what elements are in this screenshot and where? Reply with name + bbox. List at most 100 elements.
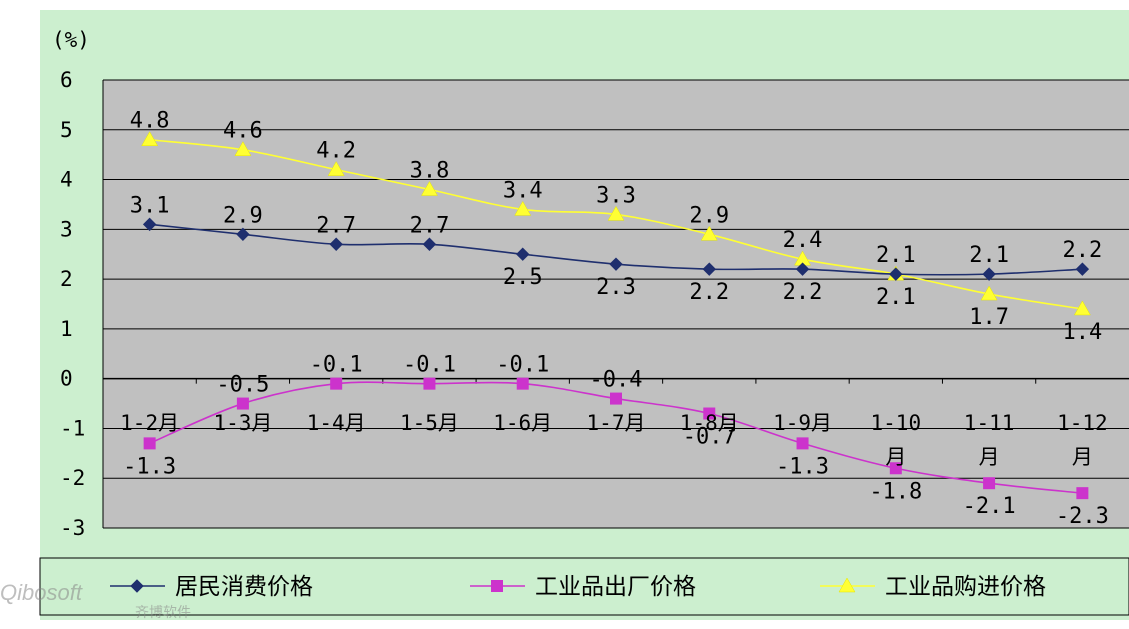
x-category-label: 1-2月 <box>120 411 179 435</box>
data-point-marker <box>422 237 437 251</box>
data-label: -0.7 <box>683 425 736 450</box>
data-point-marker <box>796 437 809 450</box>
data-label: -0.1 <box>310 353 363 378</box>
y-tick-label: 0 <box>60 367 73 391</box>
data-label: 4.2 <box>316 139 356 164</box>
data-label: -1.3 <box>123 454 176 479</box>
data-label: 1.4 <box>1062 320 1102 345</box>
data-point-marker <box>330 377 343 390</box>
x-category-label: 月 <box>1072 445 1093 469</box>
data-label: 2.7 <box>410 213 450 238</box>
x-category-label: 1-3月 <box>213 411 272 435</box>
data-label: -1.3 <box>776 454 829 479</box>
data-label: 3.1 <box>130 193 170 218</box>
y-tick-label: -1 <box>60 416 85 440</box>
x-category-label: 1-6月 <box>493 411 552 435</box>
data-point-marker <box>703 407 716 420</box>
data-labels-layer: 4.8 4.6 4.2 3.8 3.4 3.3 2.9 2.4 2.1 1.7 1.4 3.1 2.9 2… <box>123 109 1109 529</box>
y-axis-ticks: 6 5 4 3 2 1 0 -1 -2 -3 <box>60 68 85 540</box>
x-category-label: 1-11 <box>964 411 1015 435</box>
data-point-marker <box>142 217 157 232</box>
y-tick-label: -2 <box>60 466 85 490</box>
data-label: -0.1 <box>496 353 549 378</box>
legend-marker <box>130 579 144 593</box>
data-label: 2.7 <box>316 213 356 238</box>
data-label: 2.2 <box>689 280 729 305</box>
data-point-marker <box>423 377 436 390</box>
data-point-marker <box>327 161 345 176</box>
data-point-marker <box>1073 300 1091 316</box>
data-label: 2.5 <box>503 265 543 290</box>
data-point-marker <box>889 267 903 281</box>
data-point-marker <box>236 227 250 242</box>
data-point-marker <box>700 225 718 241</box>
data-point-marker <box>1075 262 1090 276</box>
y-tick-label: 6 <box>60 68 73 92</box>
y-tick-label: 5 <box>60 118 73 142</box>
plot-area <box>103 80 1129 528</box>
series-layer <box>141 131 1091 500</box>
data-label: 2.1 <box>969 243 1009 268</box>
x-category-label: 月 <box>885 445 906 469</box>
data-label: 4.8 <box>130 109 170 134</box>
x-category-label: 1-5月 <box>400 411 459 435</box>
legend-label: 居民消费价格 <box>175 574 313 600</box>
y-tick-label: -3 <box>60 516 85 540</box>
data-label: -1.8 <box>869 479 922 504</box>
x-category-label: 1-8月 <box>680 411 739 435</box>
data-label: -0.4 <box>590 368 643 393</box>
svg-text:Qibosoft: Qibosoft <box>0 580 83 605</box>
x-category-label: 1-4月 <box>307 411 366 435</box>
data-label: 3.8 <box>410 159 450 184</box>
data-label: 3.4 <box>503 178 543 203</box>
legend-marker <box>491 580 503 592</box>
data-point-marker <box>1076 487 1089 500</box>
data-label: 1.7 <box>969 305 1009 330</box>
data-label: 4.6 <box>223 119 263 144</box>
y-tick-label: 1 <box>60 317 73 341</box>
data-point-marker <box>982 267 996 281</box>
legend-marker <box>838 577 856 593</box>
data-label: 2.3 <box>596 275 636 300</box>
data-label: -0.1 <box>403 353 456 378</box>
watermark-logo: Qibosoft 齐博软件 <box>0 580 191 620</box>
data-point-marker <box>329 237 343 251</box>
x-category-label: 月 <box>979 445 1000 469</box>
y-tick-label: 2 <box>60 267 73 291</box>
legend: 居民消费价格 工业品出厂价格 工业品购进价格 <box>110 574 1046 600</box>
legend-label: 工业品购进价格 <box>885 574 1046 600</box>
data-label: 2.9 <box>223 203 263 228</box>
data-label: 2.2 <box>783 280 823 305</box>
data-point-marker <box>236 397 249 410</box>
data-point-marker <box>889 462 902 475</box>
x-category-label: 1-7月 <box>587 411 646 435</box>
data-point-marker <box>143 437 156 450</box>
x-axis-labels: 1-2月 1-3月 1-4月 1-5月 1-6月 1-7月 1-8月 1-9月 1-10 月 1-1… <box>120 411 1107 469</box>
data-point-marker <box>421 181 438 196</box>
data-label: 2.4 <box>783 228 823 253</box>
data-point-marker <box>514 200 532 216</box>
y-tick-label: 4 <box>60 168 73 192</box>
data-label: 3.3 <box>596 183 636 208</box>
data-point-marker <box>702 262 716 276</box>
x-category-label: 1-9月 <box>773 411 832 435</box>
data-point-marker <box>141 131 159 146</box>
data-point-marker <box>516 247 530 261</box>
legend-box <box>39 557 1129 616</box>
data-label: 2.1 <box>876 243 916 268</box>
data-label: 2.1 <box>876 285 916 310</box>
data-point-marker <box>234 141 252 156</box>
y-tick-label: 3 <box>60 217 73 241</box>
data-label: -2.3 <box>1056 504 1109 529</box>
data-point-marker <box>516 377 529 390</box>
data-point-marker <box>795 262 810 276</box>
data-point-marker <box>980 285 998 301</box>
x-category-label: 1-10 <box>871 411 922 435</box>
data-label: 2.9 <box>689 203 729 228</box>
x-axis <box>103 377 1129 384</box>
data-label: -0.5 <box>216 373 269 398</box>
x-category-label: 1-12 <box>1057 411 1108 435</box>
data-point-marker <box>983 477 996 490</box>
data-label: 2.2 <box>1062 238 1102 263</box>
